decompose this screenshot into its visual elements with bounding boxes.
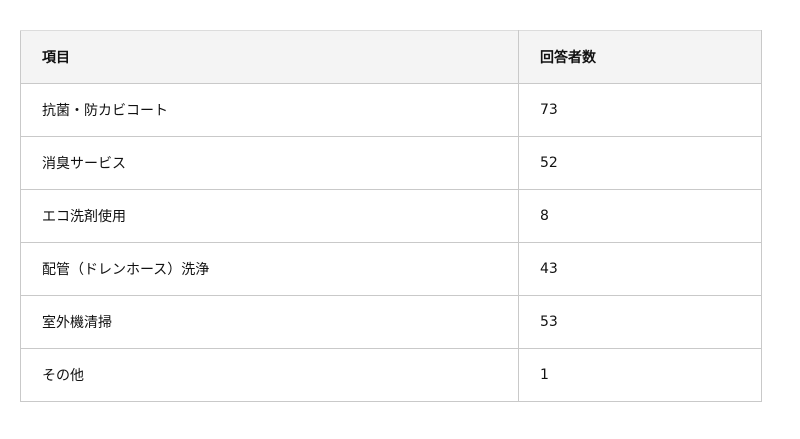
table-row: 室外機清掃 53: [20, 295, 762, 349]
table-row: その他 1: [20, 348, 762, 402]
table-row: エコ洗剤使用 8: [20, 189, 762, 243]
survey-table: 項目 回答者数 抗菌・防カビコート 73 消臭サービス 52 エコ洗剤使用 8 配管（…: [20, 30, 762, 402]
table-row: 抗菌・防カビコート 73: [20, 83, 762, 137]
header-item: 項目: [20, 30, 519, 84]
count-cell: 8: [518, 189, 762, 243]
table-row: 配管（ドレンホース）洗浄 43: [20, 242, 762, 296]
count-cell: 73: [518, 83, 762, 137]
table-row: 消臭サービス 52: [20, 136, 762, 190]
item-cell: エコ洗剤使用: [20, 189, 519, 243]
count-cell: 1: [518, 348, 762, 402]
count-cell: 53: [518, 295, 762, 349]
item-cell: 室外機清掃: [20, 295, 519, 349]
header-count: 回答者数: [518, 30, 762, 84]
item-cell: その他: [20, 348, 519, 402]
count-cell: 43: [518, 242, 762, 296]
item-cell: 消臭サービス: [20, 136, 519, 190]
count-cell: 52: [518, 136, 762, 190]
header-row: 項目 回答者数: [20, 30, 762, 84]
item-cell: 配管（ドレンホース）洗浄: [20, 242, 519, 296]
item-cell: 抗菌・防カビコート: [20, 83, 519, 137]
